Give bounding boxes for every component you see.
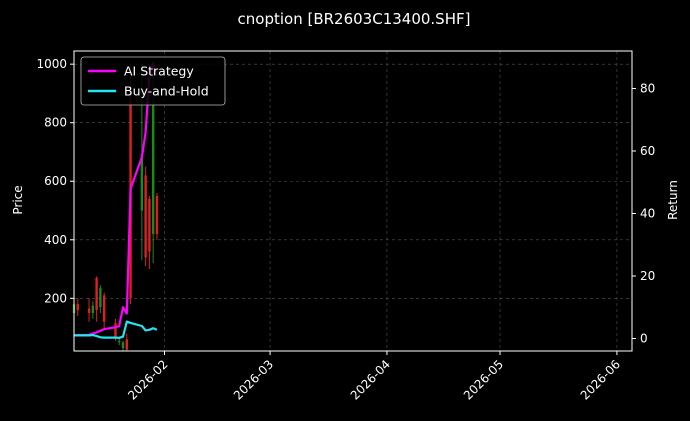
y-tick-label-right: 80 <box>640 82 655 96</box>
candle-body <box>91 305 95 313</box>
y-tick-label-right: 20 <box>640 269 655 283</box>
legend-label: Buy-and-Hold <box>124 84 209 99</box>
candle-body <box>148 198 151 252</box>
candle-body <box>151 105 155 234</box>
y-tick-label-left: 800 <box>44 116 67 130</box>
y-tick-label-left: 1000 <box>36 57 67 71</box>
legend-box <box>80 56 226 106</box>
x-tick-label: 2026-06 <box>578 357 623 402</box>
candle-body <box>121 342 125 349</box>
y-tick-label-left: 200 <box>44 291 67 305</box>
candle-body <box>102 295 106 322</box>
candle-body <box>155 195 159 234</box>
y-axis-label-left: Price <box>11 185 25 214</box>
y-tick-label-left: 400 <box>44 233 67 247</box>
legend-label: AI Strategy <box>124 64 194 79</box>
candle-body <box>140 154 144 211</box>
candle-body <box>125 339 128 350</box>
candle-body <box>95 277 98 311</box>
candle-body <box>99 288 102 308</box>
y-tick-label-left: 600 <box>44 174 67 188</box>
x-tick-label: 2026-05 <box>461 357 506 402</box>
candle-body <box>144 175 147 258</box>
y-tick-label-right: 40 <box>640 207 655 221</box>
series-line-ai-strategy <box>74 62 158 337</box>
plot-frame <box>73 50 633 352</box>
y-tick-label-right: 60 <box>640 144 655 158</box>
candle-body <box>87 308 91 313</box>
y-axis-label-right: Return <box>666 180 680 220</box>
grid <box>74 51 632 351</box>
y-tick-label-right: 0 <box>640 332 648 346</box>
x-tick-label: 2026-03 <box>231 357 276 402</box>
candle-body <box>118 340 121 343</box>
chart-title: cnoption [BR2603C13400.SHF] <box>238 10 471 28</box>
candle-body <box>76 304 79 311</box>
x-tick-label: 2026-02 <box>125 357 170 402</box>
series-lines <box>74 62 158 339</box>
candle-body <box>114 323 117 338</box>
series-line-buy-and-hold <box>74 320 158 339</box>
x-tick-label: 2026-04 <box>348 357 393 402</box>
legend: AI Strategy Buy-and-Hold <box>80 56 226 106</box>
candlesticks <box>72 64 159 351</box>
